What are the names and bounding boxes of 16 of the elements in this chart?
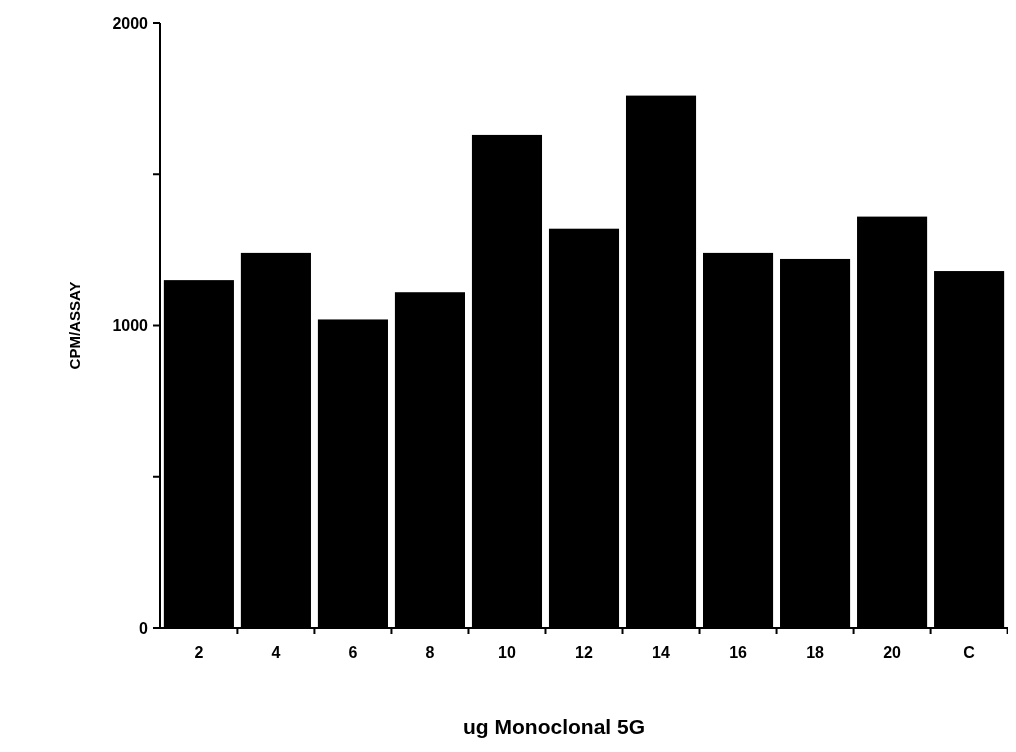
x-tick-label: 10 (498, 644, 516, 661)
x-tick-label: 12 (575, 644, 593, 661)
y-axis-title: CPM/ASSAY (66, 281, 83, 370)
x-tick-label: 2 (194, 644, 204, 661)
y-tick-label: 1000 (112, 317, 149, 335)
x-tick-label: 18 (806, 644, 825, 661)
x-axis-title: ug Monoclonal 5G (463, 715, 645, 738)
x-tick-label: 8 (425, 644, 435, 661)
x-tick-label: 20 (883, 644, 902, 661)
x-tick-label: 4 (271, 644, 281, 661)
x-tick-label: 16 (729, 644, 748, 661)
x-tick-label: 6 (348, 644, 358, 661)
x-tick-label: 14 (652, 644, 671, 661)
y-tick-label: 2000 (112, 14, 149, 32)
x-tick-label: C (963, 644, 976, 661)
y-tick-label: 0 (139, 619, 149, 637)
